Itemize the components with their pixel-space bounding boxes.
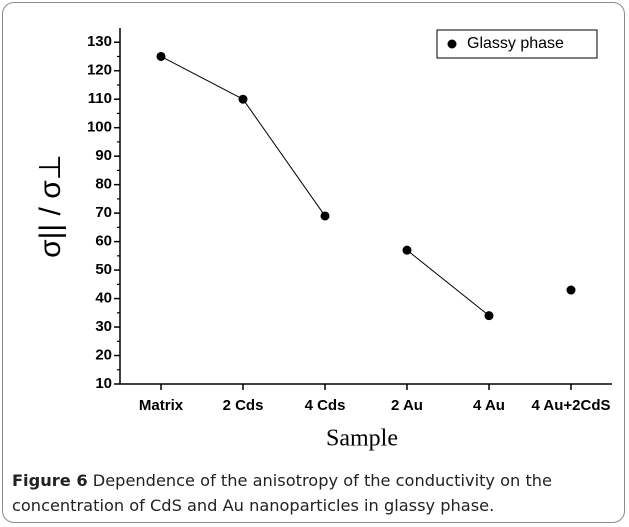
y-tick-label: 70 (95, 204, 112, 221)
data-point (156, 51, 166, 61)
caption-label: Figure 6 (12, 471, 88, 490)
y-tick-label: 20 (95, 346, 112, 363)
x-tick-label: 4 Au+2CdS (531, 397, 610, 414)
legend-marker (447, 39, 457, 49)
x-tick-label: Matrix (139, 397, 184, 414)
y-tick-label: 90 (95, 147, 112, 164)
x-axis-label: Sample (326, 426, 398, 452)
figure-frame (2, 2, 625, 523)
chart: Sample σ|| / σ⊥ 10 20 30 40 50 60 70 80 90 100 110… (34, 28, 612, 452)
y-tick-label: 30 (95, 318, 112, 335)
line-segment (160, 56, 244, 100)
data-point (238, 94, 248, 104)
legend-box (436, 29, 598, 59)
data-point (320, 211, 330, 221)
y-tick-label: 60 (95, 233, 112, 250)
x-tick-label: 4 Cds (305, 397, 346, 414)
data-point (566, 285, 576, 295)
caption: Figure 6 Dependence of the anisotropy of… (12, 468, 624, 518)
legend-label: Glassy phase (467, 35, 564, 52)
data-point (484, 311, 494, 321)
y-tick-label: 130 (87, 33, 112, 50)
x-tick-label: 4 Au (473, 397, 505, 414)
y-tick-label: 80 (95, 176, 112, 193)
y-tick-label: 40 (95, 290, 112, 307)
line-segment (406, 249, 490, 317)
y-tick-label: 100 (87, 119, 112, 136)
data-point (402, 245, 412, 255)
y-tick-label: 50 (95, 261, 112, 278)
y-tick-label: 120 (87, 62, 112, 79)
line-segment (242, 98, 326, 217)
x-tick-label: 2 Cds (223, 397, 264, 414)
y-tick-label: 10 (95, 375, 112, 392)
y-axis-label: σ|| / σ⊥ (34, 154, 67, 258)
x-tick-label: 2 Au (391, 397, 423, 414)
caption-text: Dependence of the anisotropy of the cond… (12, 471, 553, 515)
y-tick-label: 110 (88, 90, 112, 107)
